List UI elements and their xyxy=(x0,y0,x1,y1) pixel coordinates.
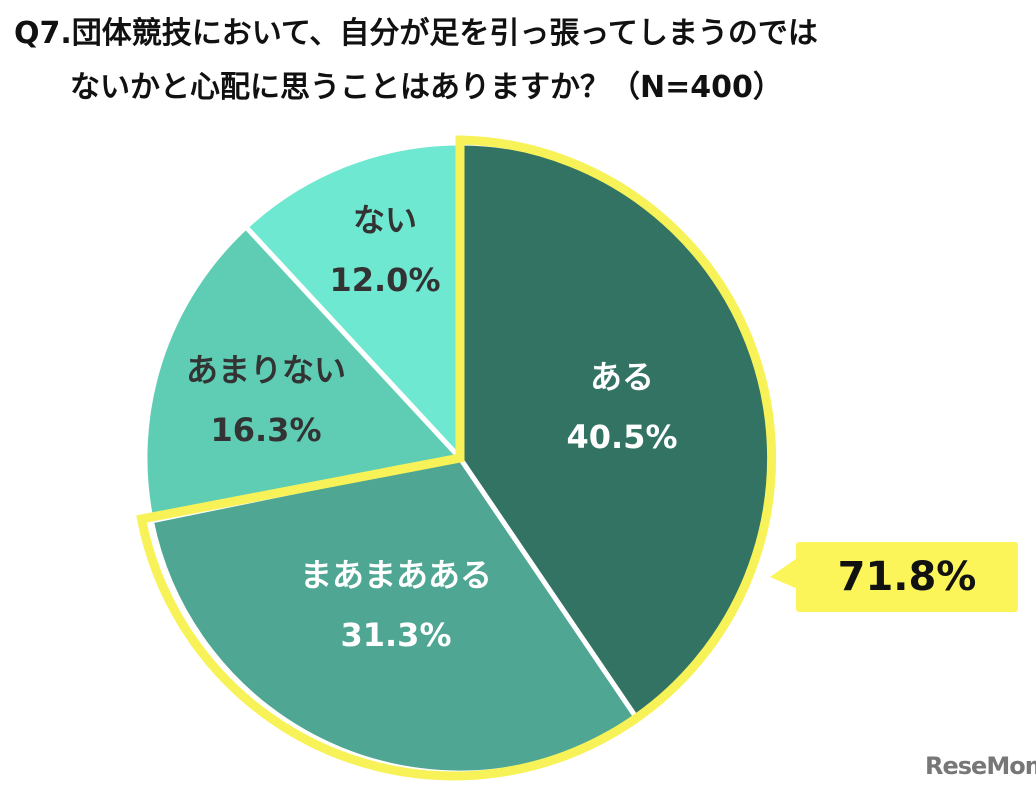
slice-value: 31.3% xyxy=(340,616,452,654)
slice-name: ある xyxy=(589,358,655,396)
chart-title-line1: Q7.団体競技において、自分が足を引っ張ってしまうのでは xyxy=(14,16,818,51)
slice-value: 16.3% xyxy=(210,411,322,449)
callout-pointer xyxy=(770,556,800,590)
combined-total-callout: 71.8% xyxy=(796,542,1018,612)
slice-name: あまりない xyxy=(185,351,347,389)
slice-label-aru: ある 40.5% xyxy=(566,357,677,457)
slice-label-maamaa-aru: まあまあある 31.3% xyxy=(300,555,492,655)
slice-name: まあまあある xyxy=(299,556,493,594)
slice-name: ない xyxy=(352,201,418,239)
slice-label-nai: ない 12.0% xyxy=(329,200,440,300)
resemom-logo: ReseMom xyxy=(925,752,1036,780)
slice-nai xyxy=(242,140,463,465)
chart-title-line2: ないかと心配に思うことはありますか？（N=400） xyxy=(70,70,783,105)
highlight-outline xyxy=(136,135,777,781)
slice-value: 40.5% xyxy=(566,418,678,456)
slice-label-amarinai: あまりない 16.3% xyxy=(186,350,346,450)
slice-amarinai xyxy=(142,223,465,524)
slice-value: 12.0% xyxy=(329,261,441,299)
